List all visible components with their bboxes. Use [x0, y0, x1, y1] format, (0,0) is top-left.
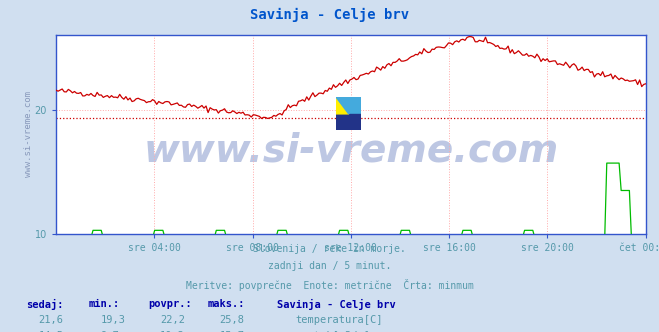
Text: 22,2: 22,2: [160, 315, 185, 325]
Bar: [336, 114, 361, 130]
Bar: [336, 97, 349, 114]
Text: 14,5: 14,5: [38, 331, 63, 332]
Text: zadnji dan / 5 minut.: zadnji dan / 5 minut.: [268, 261, 391, 271]
Text: 10,2: 10,2: [160, 331, 185, 332]
Y-axis label: www.si-vreme.com: www.si-vreme.com: [24, 91, 33, 178]
Text: 25,8: 25,8: [219, 315, 244, 325]
Text: sedaj:: sedaj:: [26, 299, 64, 310]
Text: pretok[m3/s]: pretok[m3/s]: [295, 331, 370, 332]
Polygon shape: [336, 97, 361, 114]
Text: 21,6: 21,6: [38, 315, 63, 325]
Text: 19,3: 19,3: [101, 315, 126, 325]
Text: min.:: min.:: [89, 299, 120, 309]
Text: maks.:: maks.:: [208, 299, 245, 309]
Text: 15,7: 15,7: [219, 331, 244, 332]
Text: Savinja - Celje brv: Savinja - Celje brv: [277, 299, 395, 310]
Polygon shape: [336, 97, 349, 114]
Text: www.si-vreme.com: www.si-vreme.com: [143, 131, 559, 169]
Text: povpr.:: povpr.:: [148, 299, 192, 309]
Bar: [349, 97, 361, 114]
Text: 9,7: 9,7: [101, 331, 119, 332]
Text: temperatura[C]: temperatura[C]: [295, 315, 383, 325]
Text: Slovenija / reke in morje.: Slovenija / reke in morje.: [253, 244, 406, 254]
Text: Meritve: povprečne  Enote: metrične  Črta: minmum: Meritve: povprečne Enote: metrične Črta:…: [186, 279, 473, 290]
Text: Savinja - Celje brv: Savinja - Celje brv: [250, 8, 409, 23]
